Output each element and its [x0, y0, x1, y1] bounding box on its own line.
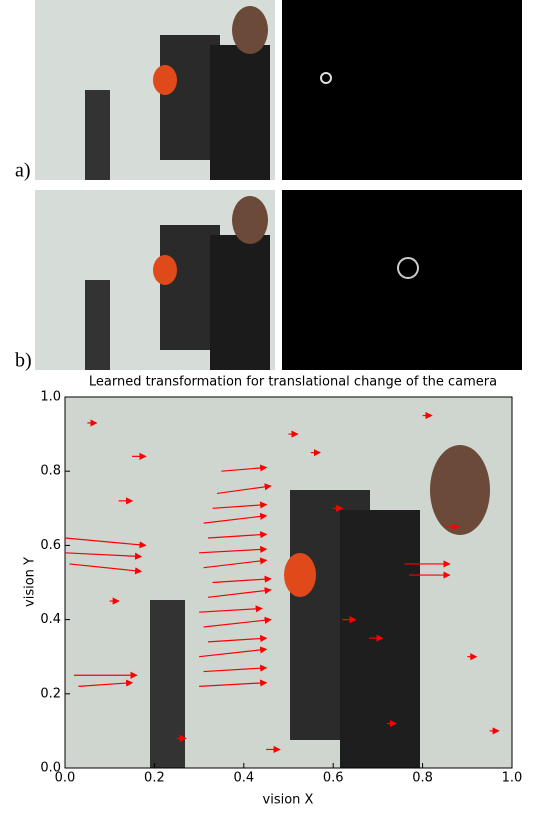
- saliency-blob: [320, 72, 332, 84]
- y-tick-label: 0.2: [40, 686, 61, 701]
- x-tick-label: 0.0: [55, 771, 76, 786]
- panel-label: a): [15, 160, 31, 182]
- arrow: [212, 575, 272, 584]
- photo-b: [35, 190, 275, 370]
- x-tick-label: 1.0: [502, 771, 523, 786]
- y-tick-label: 0.6: [40, 538, 61, 553]
- arrow: [78, 679, 134, 687]
- arrow: [208, 531, 268, 539]
- saliency-b: [282, 190, 522, 370]
- plot-frame: [64, 396, 513, 769]
- arrow: [221, 464, 268, 472]
- arrow: [203, 557, 268, 569]
- y-tick-label: 0.0: [40, 761, 61, 776]
- arrow: [64, 552, 143, 560]
- arrow: [203, 664, 268, 673]
- arrow: [203, 512, 268, 524]
- arrow: [199, 646, 268, 658]
- saliency-blob: [397, 257, 419, 279]
- x-tick-label: 0.6: [323, 771, 344, 786]
- arrow: [199, 545, 268, 554]
- arrow: [216, 483, 272, 495]
- y-axis-label: vision Y: [23, 557, 38, 607]
- photo-a: [35, 0, 275, 180]
- x-tick-label: 0.4: [233, 771, 254, 786]
- arrow: [203, 616, 272, 628]
- y-tick-label: 0.8: [40, 464, 61, 479]
- arrow: [207, 587, 272, 598]
- arrow: [208, 634, 268, 643]
- arrow: [64, 537, 147, 549]
- chart-title: Learned transformation for translational…: [89, 375, 497, 390]
- arrow: [199, 605, 263, 613]
- panel-label: b): [15, 350, 32, 372]
- saliency-a: [282, 0, 522, 180]
- chart-background: [65, 397, 512, 768]
- arrow: [212, 501, 268, 509]
- arrow: [69, 563, 143, 575]
- x-tick-label: 0.2: [144, 771, 165, 786]
- y-tick-label: 0.4: [40, 612, 61, 627]
- x-axis-label: vision X: [263, 793, 314, 808]
- arrow: [199, 679, 268, 687]
- y-tick-label: 1.0: [40, 390, 61, 405]
- x-tick-label: 0.8: [412, 771, 433, 786]
